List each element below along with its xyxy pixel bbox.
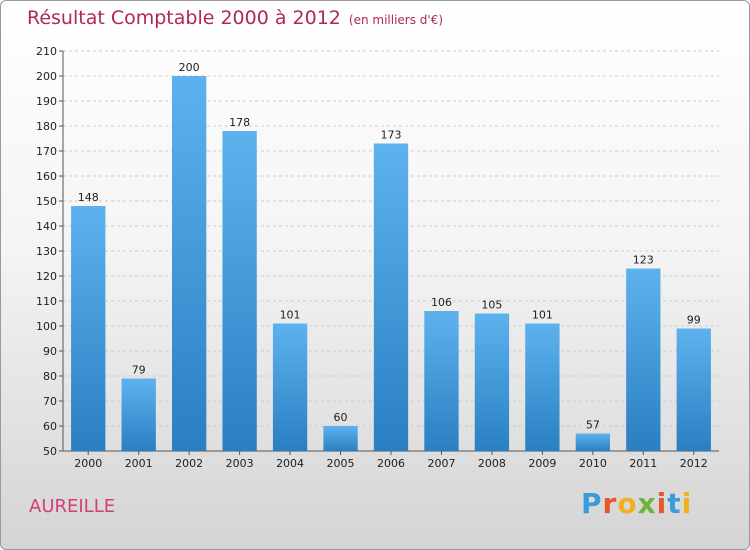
- bar-2010: [575, 433, 611, 451]
- data-label-2012: 99: [687, 314, 701, 327]
- y-tick-label: 100: [36, 320, 57, 333]
- bar-2001: [121, 378, 156, 451]
- x-tick-label-2012: 2012: [680, 457, 708, 470]
- y-tick-label: 70: [43, 395, 57, 408]
- bar-2009: [525, 323, 560, 451]
- data-label-2006: 173: [381, 129, 402, 142]
- data-label-2002: 200: [179, 61, 200, 74]
- y-tick-label: 80: [43, 370, 57, 383]
- bar-2000: [71, 206, 106, 451]
- x-tick-label-2009: 2009: [528, 457, 556, 470]
- x-tick-label-2010: 2010: [579, 457, 607, 470]
- bar-2006: [373, 143, 409, 451]
- logo-letter: t: [667, 487, 682, 520]
- bar-2011: [626, 268, 661, 451]
- y-tick-label: 210: [36, 45, 57, 58]
- y-tick-label: 190: [36, 95, 57, 108]
- chart-title-unit: (en milliers d'€): [348, 13, 444, 27]
- chart-title: Résultat Comptable 2000 à 2012 (en millie…: [27, 7, 443, 29]
- x-tick-label-2006: 2006: [377, 457, 405, 470]
- data-label-2004: 101: [280, 309, 301, 322]
- data-label-2008: 105: [481, 299, 502, 312]
- logo-letter: x: [637, 487, 657, 520]
- x-tick-label-2002: 2002: [175, 457, 203, 470]
- x-tick-label-2005: 2005: [327, 457, 355, 470]
- data-label-2007: 106: [431, 296, 452, 309]
- logo-letter: i: [681, 487, 693, 520]
- x-tick-label-2004: 2004: [276, 457, 304, 470]
- y-tick-label: 120: [36, 270, 57, 283]
- y-tick-label: 60: [43, 420, 57, 433]
- data-label-2010: 57: [586, 419, 600, 432]
- x-tick-label-2008: 2008: [478, 457, 506, 470]
- logo-letter: i: [656, 487, 668, 520]
- x-tick-label-2011: 2011: [629, 457, 657, 470]
- bar-2005: [323, 426, 358, 451]
- y-tick-label: 170: [36, 145, 57, 158]
- data-label-2011: 123: [633, 254, 654, 267]
- bar-2008: [474, 313, 510, 451]
- logo-letter: r: [602, 487, 618, 520]
- y-tick-label: 160: [36, 170, 57, 183]
- data-label-2003: 178: [229, 116, 250, 129]
- y-tick-label: 130: [36, 245, 57, 258]
- y-tick-label: 200: [36, 70, 57, 83]
- data-label-2009: 101: [532, 309, 553, 322]
- data-label-2001: 79: [132, 364, 146, 377]
- bar-2007: [424, 311, 459, 451]
- data-label-2005: 60: [334, 411, 348, 424]
- logo-letter: P: [581, 487, 603, 520]
- bar-2002: [171, 76, 207, 451]
- y-tick-label: 50: [43, 445, 57, 458]
- y-tick-label: 140: [36, 220, 57, 233]
- bar-chart: 50 60 70 80 90 100 110 120 130 140 150 160 170 180 190…: [36, 45, 719, 470]
- x-tick-label-2007: 2007: [427, 457, 455, 470]
- bar-2012: [676, 328, 711, 451]
- y-tick-label: 180: [36, 120, 57, 133]
- y-tick-label: 150: [36, 195, 57, 208]
- y-tick-label: 110: [36, 295, 57, 308]
- data-label-2000: 148: [78, 191, 99, 204]
- chart-title-main: Résultat Comptable 2000 à 2012: [27, 7, 341, 29]
- y-tick-label: 90: [43, 345, 57, 358]
- bar-2003: [222, 131, 257, 451]
- commune-name: AUREILLE: [29, 496, 116, 517]
- x-tick-label-2001: 2001: [125, 457, 153, 470]
- x-tick-label-2003: 2003: [226, 457, 254, 470]
- x-tick-label-2000: 2000: [74, 457, 102, 470]
- logo-letter: o: [617, 487, 638, 520]
- bar-2004: [272, 323, 308, 451]
- proxiti-logo: Proxiti: [581, 487, 692, 520]
